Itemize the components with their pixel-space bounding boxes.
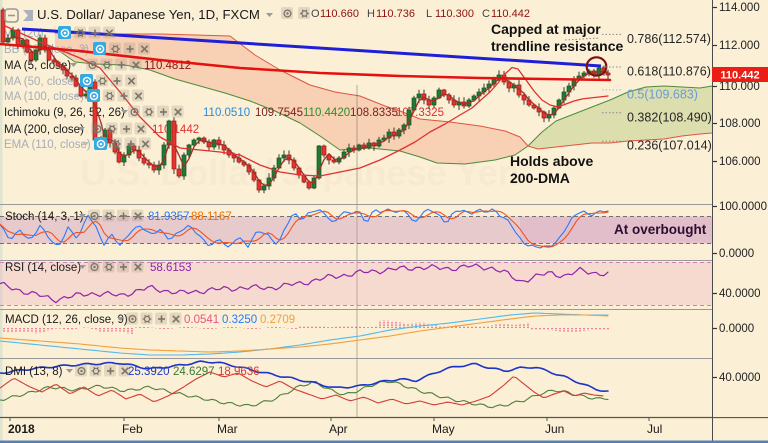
svg-text:Stoch (14, 3, 1): Stoch (14, 3, 1) <box>5 211 84 223</box>
svg-text:0.0000: 0.0000 <box>719 323 754 335</box>
svg-text:C: C <box>482 8 490 20</box>
svg-text:L: L <box>426 8 432 20</box>
svg-text:0.0541: 0.0541 <box>184 314 219 326</box>
svg-text:MA (200, close): MA (200, close) <box>4 124 84 136</box>
svg-text:81.9357: 81.9357 <box>148 211 190 223</box>
svg-text:2018: 2018 <box>8 422 35 436</box>
svg-text:May: May <box>432 422 455 436</box>
svg-text:110.0510: 110.0510 <box>203 107 250 119</box>
svg-text:110.000: 110.000 <box>719 81 760 93</box>
svg-text:0.236(107.014): 0.236(107.014) <box>627 139 712 153</box>
svg-text:110.4420: 110.4420 <box>303 107 350 119</box>
svg-text:0.5(109.683): 0.5(109.683) <box>627 87 698 101</box>
svg-text:107.3325: 107.3325 <box>396 107 444 119</box>
svg-text:110.442: 110.442 <box>720 70 759 82</box>
svg-text:Ichimoku (9, 26, 52, 26): Ichimoku (9, 26, 52, 26) <box>4 107 125 119</box>
svg-text:0.382(108.490): 0.382(108.490) <box>627 110 712 124</box>
svg-text:O: O <box>311 8 320 20</box>
svg-text:112.000: 112.000 <box>719 40 760 52</box>
svg-text:Jun: Jun <box>545 422 564 436</box>
svg-text:0.0000: 0.0000 <box>719 248 754 260</box>
svg-text:EMA (110, close): EMA (110, close) <box>4 139 91 151</box>
svg-text:0.618(110.876): 0.618(110.876) <box>627 65 711 79</box>
svg-text:Jul: Jul <box>647 422 662 436</box>
svg-text:DMI (13, 8): DMI (13, 8) <box>5 366 63 378</box>
svg-text:40.0000: 40.0000 <box>719 288 761 300</box>
svg-text:110.300: 110.300 <box>435 8 474 20</box>
svg-text:Mar: Mar <box>217 422 238 436</box>
svg-text:88.1167: 88.1167 <box>191 211 232 223</box>
svg-text:H: H <box>367 8 375 20</box>
svg-text:108.8335: 108.8335 <box>350 107 398 119</box>
svg-text:108.000: 108.000 <box>719 118 761 130</box>
svg-text:MA (50, close): MA (50, close) <box>4 76 78 88</box>
svg-text:trendline resistance: trendline resistance <box>491 38 623 54</box>
svg-text:110.736: 110.736 <box>376 8 415 20</box>
svg-text:100.0000: 100.0000 <box>719 201 767 213</box>
svg-text:0.3250: 0.3250 <box>222 314 257 326</box>
svg-text:0.786(112.574): 0.786(112.574) <box>627 32 711 46</box>
svg-text:U.S. Dollar/ Japanese Yen, 1D,: U.S. Dollar/ Japanese Yen, 1D, FXCM <box>37 7 260 22</box>
svg-text:Holds above: Holds above <box>510 153 593 169</box>
svg-text:110.660: 110.660 <box>320 8 359 20</box>
svg-text:58.6153: 58.6153 <box>150 262 192 274</box>
svg-text:Apr: Apr <box>329 422 348 436</box>
svg-text:40.0000: 40.0000 <box>719 372 761 384</box>
svg-text:24.6297: 24.6297 <box>173 366 215 378</box>
svg-text:200-DMA: 200-DMA <box>510 170 570 186</box>
svg-text:106.000: 106.000 <box>719 156 761 168</box>
svg-text:MA (100, close): MA (100, close) <box>4 91 84 103</box>
svg-text:Feb: Feb <box>122 422 143 436</box>
svg-text:25.3920: 25.3920 <box>128 366 170 378</box>
svg-text:18.9636: 18.9636 <box>218 366 260 378</box>
svg-text:109.7545: 109.7545 <box>255 107 303 119</box>
svg-text:114.000: 114.000 <box>719 2 760 14</box>
svg-text:0.2709: 0.2709 <box>260 314 295 326</box>
svg-text:MACD (12, 26, close, 9): MACD (12, 26, close, 9) <box>5 314 128 326</box>
svg-text:At overbought: At overbought <box>614 222 707 237</box>
svg-text:Capped at major: Capped at major <box>491 21 601 37</box>
svg-text:RSI (14, close): RSI (14, close) <box>5 262 81 274</box>
svg-text:110.442: 110.442 <box>491 8 530 20</box>
